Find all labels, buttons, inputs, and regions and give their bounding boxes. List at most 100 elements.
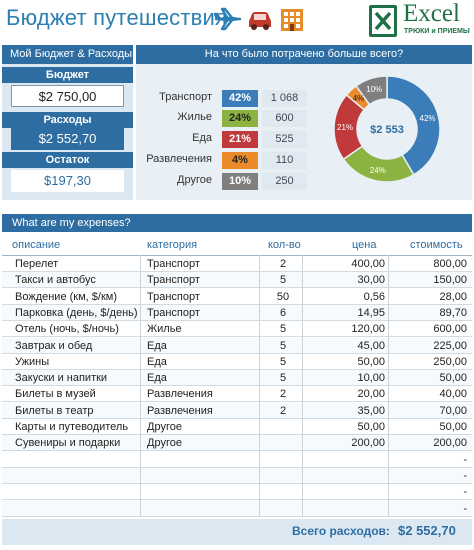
cell-category[interactable]: Транспорт [147,290,200,303]
cell-category[interactable]: Еда [147,339,167,352]
cell-description[interactable]: Парковка (день, $/день) [15,306,138,319]
cell-price[interactable]: 30,00 [357,274,385,287]
cell-category[interactable]: Другое [147,421,182,433]
cell-price[interactable]: 120,00 [351,323,385,336]
cell-cost[interactable]: 250,00 [433,355,467,368]
cell-category[interactable] [147,452,257,468]
cell-price[interactable]: 50,00 [357,421,385,433]
cell-category[interactable]: Еда [147,372,167,385]
cell-description[interactable] [15,468,140,484]
cell-description[interactable]: Билеты в театр [15,404,94,417]
excel-logo-icon [369,5,397,37]
cell-category[interactable]: Развлечения [147,388,213,401]
cell-category[interactable]: Транспорт [147,274,200,287]
cell-price[interactable]: 20,00 [357,388,385,401]
cell-quantity[interactable] [262,468,304,484]
table-row[interactable]: Билеты в музей Развлечения 2 20,00 40,00 [2,386,472,403]
cell-quantity[interactable] [262,452,304,468]
cell-cost[interactable]: - [463,453,467,466]
cell-description[interactable]: Билеты в музей [15,388,96,401]
table-row[interactable]: - [2,452,472,468]
cell-price[interactable]: 10,00 [357,372,385,385]
table-row[interactable]: Завтрак и обед Еда 5 45,00 225,00 [2,337,472,354]
cell-price[interactable]: 400,00 [351,258,385,270]
cell-category[interactable]: Транспорт [147,258,200,270]
cell-description[interactable]: Закуски и напитки [15,372,108,385]
cell-quantity[interactable]: 5 [279,372,287,385]
cell-quantity[interactable]: 6 [279,306,287,319]
cell-description[interactable] [15,452,140,468]
cell-cost[interactable]: 50,00 [439,372,467,385]
cell-cost[interactable]: 800,00 [433,258,467,270]
cell-cost[interactable]: 89,70 [439,306,467,319]
table-row[interactable]: Карты и путеводитель Другое 50,00 50,00 [2,419,472,435]
cell-quantity[interactable]: 2 [279,404,287,417]
cell-quantity[interactable] [262,501,304,517]
cell-price[interactable]: 0,56 [363,290,385,303]
category-label: Транспорт [159,91,212,103]
cell-cost[interactable]: 150,00 [433,274,467,287]
cell-quantity[interactable]: 5 [279,323,287,336]
table-row[interactable]: Билеты в театр Развлечения 2 35,00 70,00 [2,402,472,419]
cell-description[interactable]: Завтрак и обед [15,339,93,352]
cell-description[interactable]: Такси и автобус [15,274,96,287]
table-row[interactable]: - [2,467,472,484]
cell-category[interactable]: Транспорт [147,306,200,319]
cell-quantity[interactable] [262,484,304,500]
cell-description[interactable]: Вождение (км, $/км) [15,290,117,303]
cell-price[interactable]: 14,95 [357,306,385,319]
cell-description[interactable] [15,484,140,500]
cell-description[interactable]: Перелет [15,258,59,270]
cell-price[interactable] [305,468,385,484]
cell-category[interactable]: Другое [147,437,182,450]
table-row[interactable]: Закуски и напитки Еда 5 10,00 50,00 [2,370,472,387]
cell-cost[interactable]: 70,00 [439,404,467,417]
cell-description[interactable] [15,501,140,517]
cell-category[interactable] [147,501,257,517]
cell-category[interactable]: Жилье [147,323,182,336]
table-row[interactable]: - [2,500,472,517]
cell-cost[interactable]: - [463,502,467,515]
cell-quantity[interactable] [262,419,304,435]
cell-category[interactable] [147,484,257,500]
table-row[interactable]: Парковка (день, $/день) Транспорт 6 14,95 89… [2,304,472,321]
cell-description[interactable]: Ужины [15,355,50,368]
cell-price[interactable] [305,501,385,517]
budget-input[interactable]: $2 750,00 [11,85,124,107]
cell-quantity[interactable]: 2 [279,258,287,270]
cell-description[interactable]: Сувениры и подарки [15,437,121,450]
cell-cost[interactable]: 40,00 [439,388,467,401]
cell-quantity[interactable]: 2 [279,388,287,401]
cell-price[interactable] [305,484,385,500]
cell-cost[interactable]: 225,00 [433,339,467,352]
cell-category[interactable] [147,468,257,484]
cell-cost[interactable]: 50,00 [439,421,467,433]
cell-cost[interactable]: 600,00 [433,323,467,336]
cell-cost[interactable]: - [463,486,467,499]
category-amount: 600 [262,110,307,127]
cell-description[interactable]: Отель (ночь, $/ночь) [15,323,119,336]
table-row[interactable]: Сувениры и подарки Другое 200,00 200,00 [2,435,472,452]
cell-price[interactable]: 50,00 [357,355,385,368]
table-row[interactable]: Перелет Транспорт 2 400,00 800,00 [2,256,472,272]
cell-cost[interactable]: - [463,469,467,482]
cell-price[interactable]: 45,00 [357,339,385,352]
cell-quantity[interactable] [262,435,304,451]
cell-cost[interactable]: 28,00 [439,290,467,303]
table-row[interactable]: Отель (ночь, $/ночь) Жилье 5 120,00 600,00 [2,321,472,338]
cell-description[interactable]: Карты и путеводитель [15,421,129,433]
cell-quantity[interactable]: 5 [279,339,287,352]
cell-price[interactable] [305,452,385,468]
cell-quantity[interactable]: 5 [279,355,287,368]
table-row[interactable]: Такси и автобус Транспорт 5 30,00 150,00 [2,272,472,289]
cell-price[interactable]: 35,00 [357,404,385,417]
cell-quantity[interactable]: 50 [276,290,290,303]
cell-category[interactable]: Развлечения [147,404,213,417]
cell-price[interactable]: 200,00 [351,437,385,450]
table-row[interactable]: Ужины Еда 5 50,00 250,00 [2,354,472,370]
cell-category[interactable]: Еда [147,355,167,368]
cell-cost[interactable]: 200,00 [433,437,467,450]
table-row[interactable]: - [2,484,472,501]
table-row[interactable]: Вождение (км, $/км) Транспорт 50 0,56 28,00 [2,289,472,305]
cell-quantity[interactable]: 5 [279,274,287,287]
